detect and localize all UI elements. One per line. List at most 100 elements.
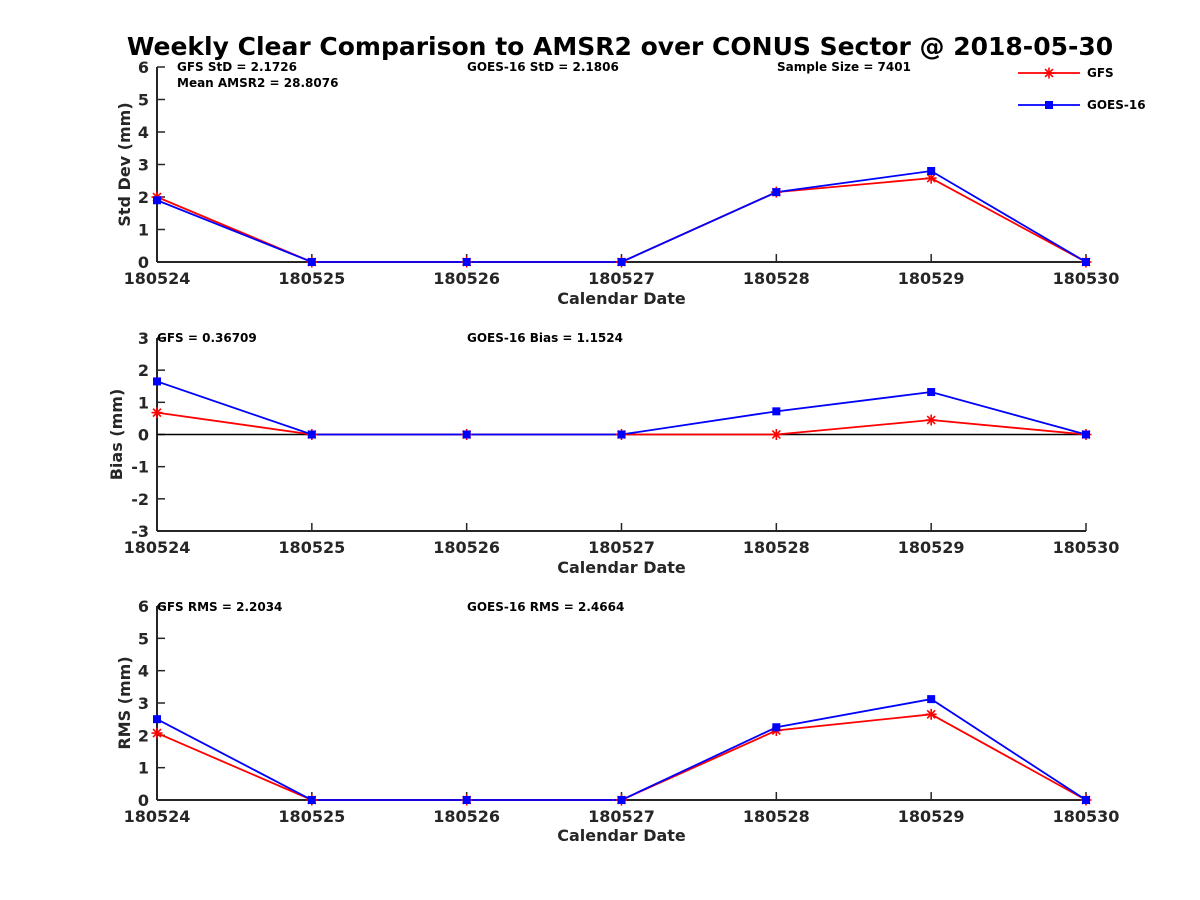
- y-tick-label: 1: [138, 759, 149, 778]
- x-tick-label: 180524: [124, 807, 191, 826]
- data-point-goes16: [617, 796, 626, 804]
- x-axis-label: Calendar Date: [557, 558, 686, 577]
- series-markers-goes16: [153, 377, 1090, 439]
- data-point-goes16: [927, 388, 936, 397]
- data-point-goes16: [927, 695, 936, 704]
- data-point-goes16: [153, 715, 161, 724]
- data-point-gfs: [925, 414, 937, 426]
- data-point-goes16: [462, 430, 471, 439]
- rms-panel: 0 1 2 3 4 5 6 180524 180525 180526 180527 180528 180…: [115, 597, 1119, 845]
- x-axis-label: Calendar Date: [557, 826, 686, 845]
- x-tick-label: 180526: [433, 538, 500, 557]
- x-tick-label: 180525: [278, 807, 345, 826]
- stat-annotation: GFS StD = 2.1726: [177, 60, 297, 74]
- y-tick-label: 3: [138, 694, 149, 713]
- x-tick-label: 180530: [1053, 538, 1120, 557]
- x-tick-label: 180525: [278, 269, 345, 288]
- legend-label-gfs: GFS: [1087, 66, 1114, 80]
- stat-annotation: GFS RMS = 2.2034: [157, 600, 282, 614]
- y-tick-label: 3: [138, 156, 149, 175]
- chart-title: Weekly Clear Comparison to AMSR2 over CO…: [127, 32, 1113, 61]
- x-tick-label: 180528: [743, 807, 810, 826]
- data-point-goes16: [772, 407, 781, 416]
- stat-annotation: Sample Size = 7401: [777, 60, 911, 74]
- series-line-goes16: [156, 170, 1087, 263]
- x-tick-label: 180527: [588, 807, 655, 826]
- y-axis-label: Bias (mm): [107, 389, 126, 481]
- x-tick-label: 180526: [433, 269, 500, 288]
- data-point-goes16: [462, 258, 471, 266]
- data-point-goes16: [307, 430, 316, 439]
- data-point-goes16: [153, 196, 161, 205]
- data-point-goes16: [153, 377, 161, 386]
- y-tick-label: 0: [138, 791, 149, 810]
- x-tick-label: 180527: [588, 538, 655, 557]
- bias-panel: -3 -2 -1 0 1 2 3 180524 180525 180526 180527 180528…: [107, 329, 1119, 577]
- data-point-goes16: [462, 796, 471, 804]
- legend-label-goes16: GOES-16: [1087, 98, 1146, 112]
- x-tick-label: 180526: [433, 807, 500, 826]
- y-tick-label: 1: [138, 221, 149, 240]
- data-point-gfs: [151, 727, 163, 739]
- legend-marker-goes16-square: [1045, 101, 1053, 109]
- data-point-goes16: [307, 796, 316, 804]
- legend-marker-goes16: [1045, 101, 1053, 109]
- data-point-goes16: [1082, 430, 1090, 439]
- data-point-gfs: [925, 708, 937, 720]
- y-tick-label: 6: [138, 597, 149, 616]
- series-line-gfs: [156, 713, 1087, 801]
- x-tick-label: 180525: [278, 538, 345, 557]
- data-point-goes16: [927, 167, 936, 175]
- x-tick-label: 180530: [1053, 807, 1120, 826]
- y-tick-label: 5: [138, 91, 149, 110]
- data-point-goes16: [772, 723, 781, 732]
- x-tick-label: 180530: [1053, 269, 1120, 288]
- stat-annotation: GOES-16 RMS = 2.4664: [467, 600, 624, 614]
- x-tick-label: 180529: [898, 538, 965, 557]
- legend-entry-gfs: GFS: [1018, 66, 1114, 80]
- y-tick-label: 0: [138, 426, 149, 445]
- y-axis-label: RMS (mm): [115, 656, 134, 749]
- stat-annotation: GOES-16 StD = 2.1806: [467, 60, 619, 74]
- data-point-gfs: [770, 429, 782, 440]
- data-point-goes16: [617, 430, 626, 439]
- y-tick-label: 0: [138, 253, 149, 272]
- y-tick-label: 2: [138, 361, 149, 380]
- data-point-goes16: [307, 258, 316, 266]
- x-tick-label: 180527: [588, 269, 655, 288]
- std-dev-panel: 0 1 2 3 4 5 6 180524 180525 180526 180527 180528 180…: [115, 58, 1119, 308]
- y-tick-label: -1: [131, 458, 149, 477]
- x-tick-label: 180529: [898, 269, 965, 288]
- y-tick-label: -3: [131, 522, 149, 541]
- x-tick-label: 180529: [898, 807, 965, 826]
- data-point-goes16: [1082, 796, 1090, 804]
- legend-marker-gfs: [1043, 67, 1055, 79]
- y-tick-label: 1: [138, 393, 149, 412]
- series-line-goes16: [156, 380, 1087, 436]
- y-axis-label: Std Dev (mm): [115, 102, 134, 226]
- data-point-goes16: [617, 258, 626, 266]
- legend-marker-gfs-asterisk: [1043, 67, 1055, 79]
- y-tick-label: 2: [138, 726, 149, 745]
- y-tick-label: 3: [138, 329, 149, 348]
- data-point-goes16: [1082, 258, 1090, 266]
- stat-annotation: GOES-16 Bias = 1.1524: [467, 331, 623, 345]
- x-tick-label: 180528: [743, 269, 810, 288]
- data-point-goes16: [772, 188, 781, 197]
- x-tick-label: 180524: [124, 269, 191, 288]
- y-tick-label: 4: [138, 662, 149, 681]
- x-tick-label: 180524: [124, 538, 191, 557]
- y-tick-label: 6: [138, 58, 149, 77]
- x-axis-label: Calendar Date: [557, 289, 686, 308]
- data-point-gfs: [151, 407, 163, 419]
- y-tick-label: 4: [138, 123, 149, 142]
- legend-entry-goes16: GOES-16: [1018, 98, 1146, 112]
- x-tick-label: 180528: [743, 538, 810, 557]
- series-markers-goes16: [153, 167, 1090, 266]
- legend: GFS GOES-16: [1018, 66, 1146, 112]
- series-line-goes16: [156, 698, 1087, 801]
- stat-annotation: GFS = 0.36709: [157, 331, 257, 345]
- series-line-gfs: [156, 177, 1087, 263]
- y-tick-label: 2: [138, 188, 149, 207]
